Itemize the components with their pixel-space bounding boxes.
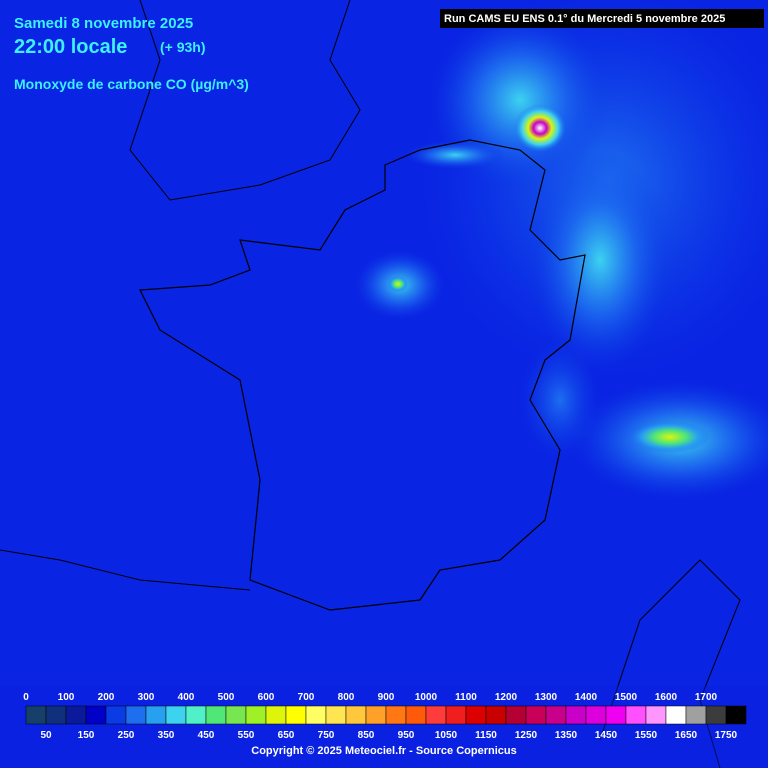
color-swatch <box>385 705 407 725</box>
legend-label: 200 <box>98 692 115 703</box>
legend-label: 300 <box>138 692 155 703</box>
color-swatch <box>305 705 327 725</box>
color-swatch <box>445 705 467 725</box>
color-swatch <box>465 705 487 725</box>
legend-label: 250 <box>118 730 135 741</box>
legend-label: 850 <box>358 730 375 741</box>
legend-label: 900 <box>378 692 395 703</box>
legend-label: 1550 <box>635 730 658 741</box>
legend-label: 600 <box>258 692 275 703</box>
plume <box>388 276 408 292</box>
legend-label: 400 <box>178 692 195 703</box>
plume <box>520 340 600 460</box>
legend-label: 1300 <box>535 692 558 703</box>
color-swatch <box>725 705 747 725</box>
run-box <box>440 9 764 28</box>
color-swatch <box>325 705 347 725</box>
color-swatch <box>265 705 287 725</box>
legend-label: 450 <box>198 730 215 741</box>
legend-label: 800 <box>338 692 355 703</box>
color-swatch <box>665 705 687 725</box>
legend-label: 1750 <box>715 730 738 741</box>
legend-label: 1100 <box>455 692 477 703</box>
hotspot <box>514 104 566 152</box>
coastline <box>129 0 361 201</box>
legend-label: 1450 <box>595 730 618 741</box>
legend-label: 500 <box>218 692 235 703</box>
color-swatch <box>545 705 567 725</box>
legend-label: 1000 <box>415 692 438 703</box>
legend-label: 1050 <box>435 730 458 741</box>
color-swatch <box>525 705 547 725</box>
plume <box>530 150 670 370</box>
legend-label: 1700 <box>695 692 718 703</box>
color-swatch <box>605 705 627 725</box>
plume <box>630 421 710 453</box>
color-swatch <box>205 705 227 725</box>
legend-label: 650 <box>278 730 295 741</box>
run-info: Run CAMS EU ENS 0.1° du Mercredi 5 novem… <box>444 13 725 25</box>
color-swatch <box>365 705 387 725</box>
legend-label: 1250 <box>515 730 538 741</box>
color-swatch <box>85 705 107 725</box>
date: Samedi 8 novembre 2025 <box>14 15 193 32</box>
legend-bg <box>0 686 768 768</box>
legend-label: 1400 <box>575 692 598 703</box>
legend-label: 50 <box>40 730 52 741</box>
legend-label: 1650 <box>675 730 698 741</box>
legend-label: 550 <box>238 730 255 741</box>
legend-label: 950 <box>398 730 415 741</box>
color-swatch <box>565 705 587 725</box>
legend-label: 350 <box>158 730 175 741</box>
legend-label: 100 <box>58 692 75 703</box>
legend-label: 0 <box>23 692 29 703</box>
time: 22:00 locale <box>14 36 127 58</box>
legend-label: 150 <box>78 730 95 741</box>
color-swatch <box>645 705 667 725</box>
color-swatch <box>125 705 147 725</box>
color-swatch <box>245 705 267 725</box>
color-swatch <box>405 705 427 725</box>
variable: Monoxyde de carbone CO (µg/m^3) <box>14 76 249 92</box>
color-swatch <box>585 705 607 725</box>
legend-label: 1150 <box>475 730 497 741</box>
color-swatch <box>685 705 707 725</box>
legend-label: 1200 <box>495 692 518 703</box>
legend-label: 1500 <box>615 692 638 703</box>
color-swatch <box>625 705 647 725</box>
border <box>139 139 586 611</box>
color-swatch <box>145 705 167 725</box>
color-swatch <box>65 705 87 725</box>
color-swatch <box>105 705 127 725</box>
color-swatch <box>185 705 207 725</box>
color-swatch <box>505 705 527 725</box>
color-swatch <box>165 705 187 725</box>
legend-label: 1600 <box>655 692 678 703</box>
color-swatch <box>45 705 67 725</box>
lead-time: (+ 93h) <box>160 39 206 55</box>
legend-label: 1350 <box>555 730 578 741</box>
color-swatch <box>425 705 447 725</box>
legend-label: 750 <box>318 730 335 741</box>
color-swatch <box>485 705 507 725</box>
color-swatch <box>25 705 47 725</box>
copyright: Copyright © 2025 Meteociel.fr - Source C… <box>251 745 516 757</box>
color-swatch <box>285 705 307 725</box>
plume <box>405 141 505 169</box>
color-swatch <box>345 705 367 725</box>
color-swatch <box>225 705 247 725</box>
color-swatch <box>705 705 727 725</box>
legend-label: 700 <box>298 692 315 703</box>
